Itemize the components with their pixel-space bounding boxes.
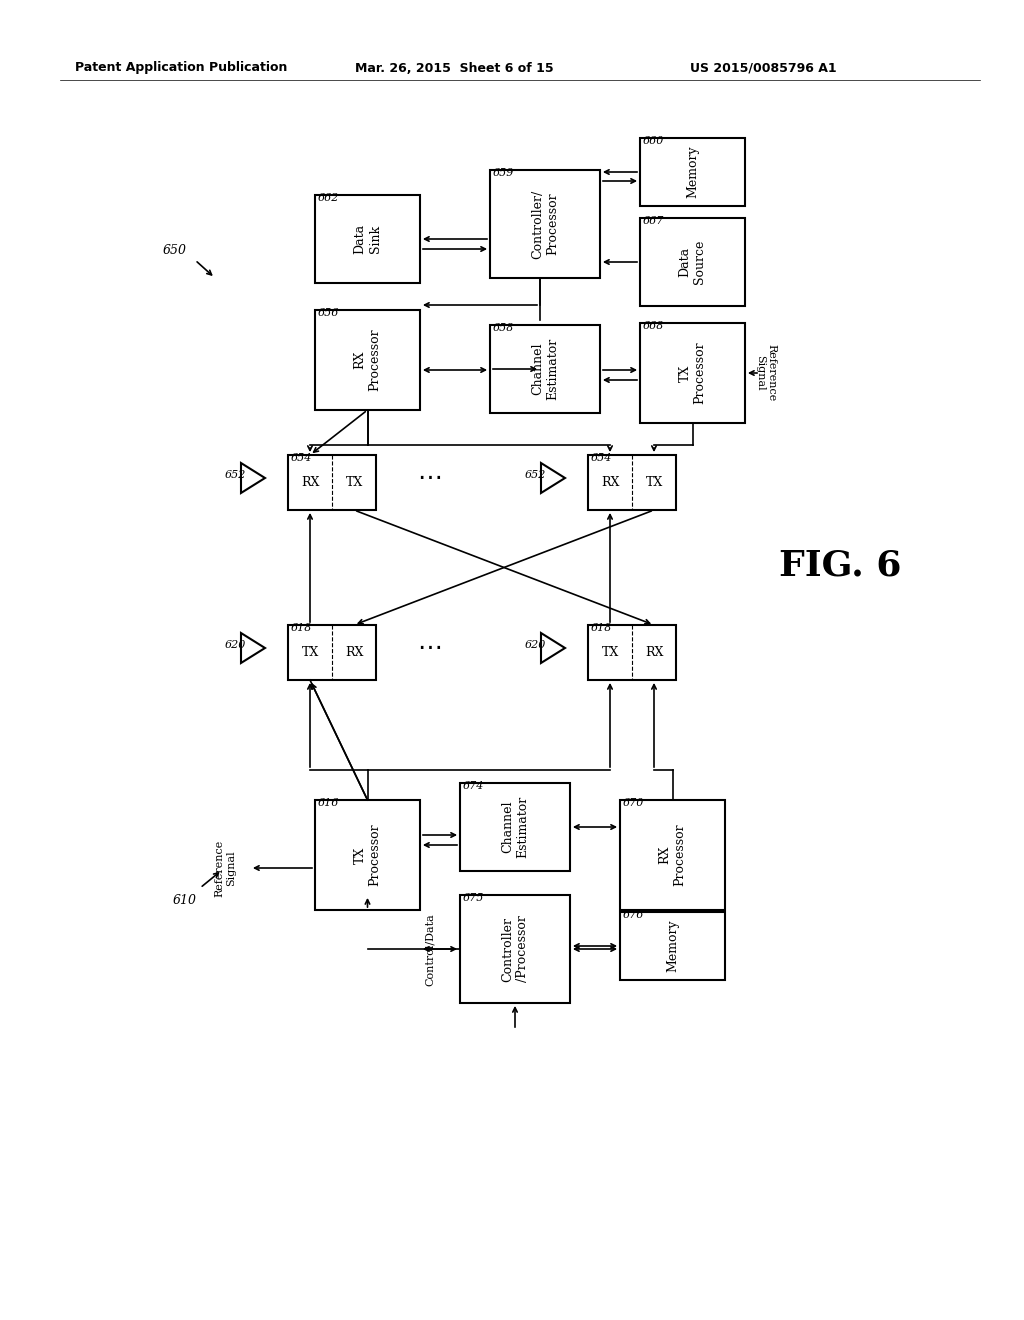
Text: Reference
Signal: Reference Signal <box>214 840 236 896</box>
Text: 652: 652 <box>225 470 247 480</box>
Polygon shape <box>241 463 265 492</box>
Polygon shape <box>541 634 565 663</box>
Bar <box>288 455 376 510</box>
Text: ⋯: ⋯ <box>418 636 442 660</box>
Bar <box>315 800 420 909</box>
Polygon shape <box>241 634 265 663</box>
Text: Patent Application Publication: Patent Application Publication <box>75 62 288 74</box>
Text: Controller/
Processor: Controller/ Processor <box>531 189 559 259</box>
Text: Channel
Estimator: Channel Estimator <box>501 796 529 858</box>
Text: 616: 616 <box>318 799 339 808</box>
Text: RX: RX <box>301 477 319 488</box>
Text: 658: 658 <box>493 323 514 333</box>
Text: Data
Source: Data Source <box>679 240 707 284</box>
Bar <box>315 310 420 411</box>
Text: US 2015/0085796 A1: US 2015/0085796 A1 <box>690 62 837 74</box>
Text: 610: 610 <box>173 894 197 907</box>
Text: 652: 652 <box>525 470 547 480</box>
Text: 659: 659 <box>493 168 514 178</box>
Text: 668: 668 <box>643 321 665 331</box>
Bar <box>588 624 676 680</box>
Text: ⋯: ⋯ <box>418 466 442 490</box>
Text: Channel
Estimator: Channel Estimator <box>531 338 559 400</box>
Bar <box>490 325 600 413</box>
Text: 618: 618 <box>591 623 612 634</box>
Text: Controller
/Processor: Controller /Processor <box>501 916 529 982</box>
Bar <box>640 139 745 206</box>
Bar <box>288 624 376 680</box>
Text: 618: 618 <box>291 623 312 634</box>
Text: 675: 675 <box>463 894 484 903</box>
Text: Mar. 26, 2015  Sheet 6 of 15: Mar. 26, 2015 Sheet 6 of 15 <box>355 62 554 74</box>
Text: TX: TX <box>645 477 663 488</box>
Bar <box>620 800 725 909</box>
Bar <box>460 895 570 1003</box>
Text: 670: 670 <box>623 799 644 808</box>
Text: 660: 660 <box>643 136 665 147</box>
Text: 650: 650 <box>163 243 187 256</box>
Text: Memory: Memory <box>686 145 699 198</box>
Text: 656: 656 <box>318 308 339 318</box>
Text: 620: 620 <box>225 640 247 649</box>
Text: Reference
Signal: Reference Signal <box>755 345 776 401</box>
Text: Control/Data: Control/Data <box>425 913 435 986</box>
Text: RX
Processor: RX Processor <box>353 329 382 391</box>
Text: Memory: Memory <box>666 920 679 973</box>
Bar <box>640 323 745 422</box>
Bar <box>460 783 570 871</box>
Text: TX
Processor: TX Processor <box>353 824 382 886</box>
Text: TX
Processor: TX Processor <box>679 342 707 404</box>
Text: RX
Processor: RX Processor <box>658 824 686 886</box>
Polygon shape <box>541 463 565 492</box>
Text: TX: TX <box>301 645 318 659</box>
Text: TX: TX <box>345 477 362 488</box>
Text: TX: TX <box>601 645 618 659</box>
Text: RX: RX <box>645 645 664 659</box>
Text: Data
Sink: Data Sink <box>353 224 382 253</box>
Bar <box>640 218 745 306</box>
Bar <box>588 455 676 510</box>
Bar <box>620 912 725 979</box>
Text: RX: RX <box>345 645 364 659</box>
Text: 676: 676 <box>623 909 644 920</box>
Text: 654: 654 <box>591 453 612 463</box>
Text: 667: 667 <box>643 216 665 226</box>
Text: 674: 674 <box>463 781 484 791</box>
Bar <box>315 195 420 282</box>
Text: FIG. 6: FIG. 6 <box>778 548 901 582</box>
Text: 662: 662 <box>318 193 339 203</box>
Text: RX: RX <box>601 477 620 488</box>
Text: 654: 654 <box>291 453 312 463</box>
Bar <box>490 170 600 279</box>
Text: 620: 620 <box>525 640 547 649</box>
